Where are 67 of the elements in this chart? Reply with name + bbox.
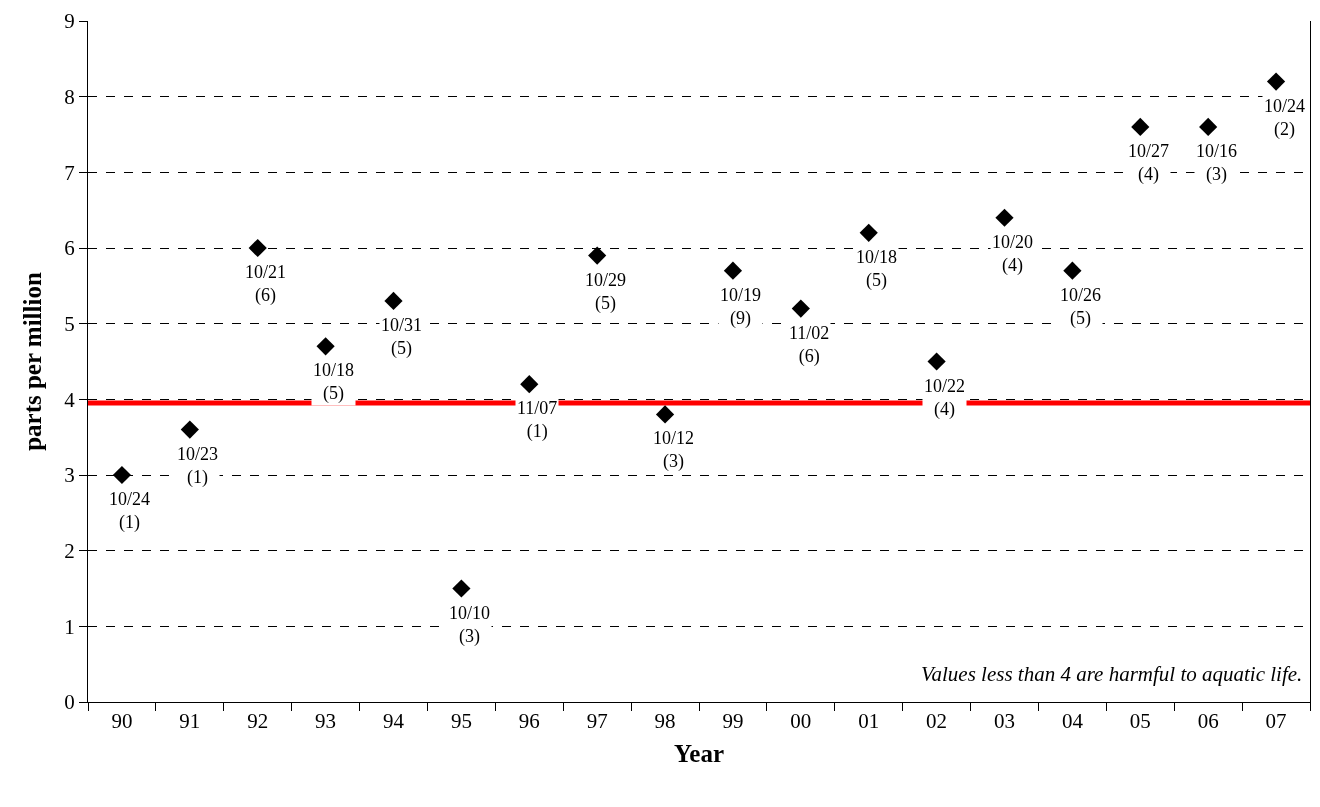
x-tick-label: 06 [1197, 709, 1219, 734]
data-label: 11/07 (1) [517, 398, 558, 443]
y-tick-label: 9 [64, 9, 75, 34]
data-label: 10/10 (3) [449, 603, 491, 648]
point [1199, 117, 1218, 137]
point [655, 405, 675, 424]
x-tick-label: 03 [994, 709, 1015, 734]
x-tick-label: 93 [315, 709, 337, 734]
point [859, 223, 878, 242]
data-label: 10/16 (3) [1196, 141, 1238, 186]
x-tick-label: 00 [790, 709, 812, 734]
data-label: 10/31 (5) [381, 315, 423, 360]
data-label: 10/21 (6) [245, 262, 287, 307]
data-label: 10/24 (1) [109, 489, 151, 534]
y-tick-label: 1 [64, 614, 75, 639]
point [723, 261, 743, 280]
data-label: 10/26 (5) [1060, 285, 1102, 330]
data-label: 10/19 (9) [720, 285, 762, 330]
point [791, 299, 810, 318]
x-tick-label: 95 [450, 709, 472, 734]
data-label: 10/27 (4) [1128, 141, 1170, 186]
x-tick-label: 04 [1061, 709, 1084, 734]
annotation: Values less than 4 are harmful to aquatic life. [921, 662, 1303, 686]
x-tick-label: 96 [518, 709, 540, 734]
point [452, 579, 471, 598]
x-tick-label: 94 [383, 709, 405, 734]
point [995, 208, 1014, 227]
data-label: 10/20 (4) [992, 232, 1034, 277]
x-axis-title: Year [674, 740, 724, 768]
data-label: 11/02 (6) [789, 323, 830, 368]
data-label: 10/18 (5) [313, 360, 355, 405]
x-tick-label: 05 [1129, 709, 1151, 734]
data-label: 10/23 (1) [177, 444, 219, 489]
point [588, 246, 607, 265]
point [180, 420, 199, 439]
x-tick-label: 01 [858, 709, 880, 734]
data-label: 10/18 (5) [856, 247, 898, 292]
x-tick-label: 02 [926, 709, 948, 734]
point [1131, 117, 1150, 137]
y-tick-label: 3 [64, 463, 75, 488]
point [316, 337, 335, 356]
y-tick-label: 4 [64, 387, 76, 412]
x-tick-label: 98 [654, 709, 676, 734]
x-tick-label: 07 [1265, 709, 1287, 734]
y-tick-label: 7 [64, 160, 75, 185]
y-tick-label: 6 [64, 236, 75, 261]
y-axis-title: parts per million [19, 272, 47, 451]
y-tick-label: 0 [64, 690, 75, 715]
point [1266, 72, 1286, 91]
x-tick-label: 99 [722, 709, 744, 734]
x-tick-label: 91 [179, 709, 201, 734]
data-label: 10/22 (4) [924, 376, 966, 421]
point [112, 465, 132, 485]
y-tick-label: 8 [64, 85, 75, 110]
point [927, 352, 946, 371]
data-label: 10/24 (2) [1264, 96, 1306, 141]
x-tick-label: 90 [111, 709, 133, 734]
x-tick-label: 92 [247, 709, 269, 734]
data-label: 10/12 (3) [653, 428, 695, 473]
y-tick-label: 2 [64, 539, 75, 564]
point [520, 375, 539, 394]
data-label: 10/29 (5) [585, 270, 627, 315]
point [384, 291, 403, 311]
point [1063, 261, 1082, 280]
y-tick-label: 5 [64, 312, 75, 337]
point [248, 238, 267, 258]
x-tick-label: 97 [586, 709, 608, 734]
